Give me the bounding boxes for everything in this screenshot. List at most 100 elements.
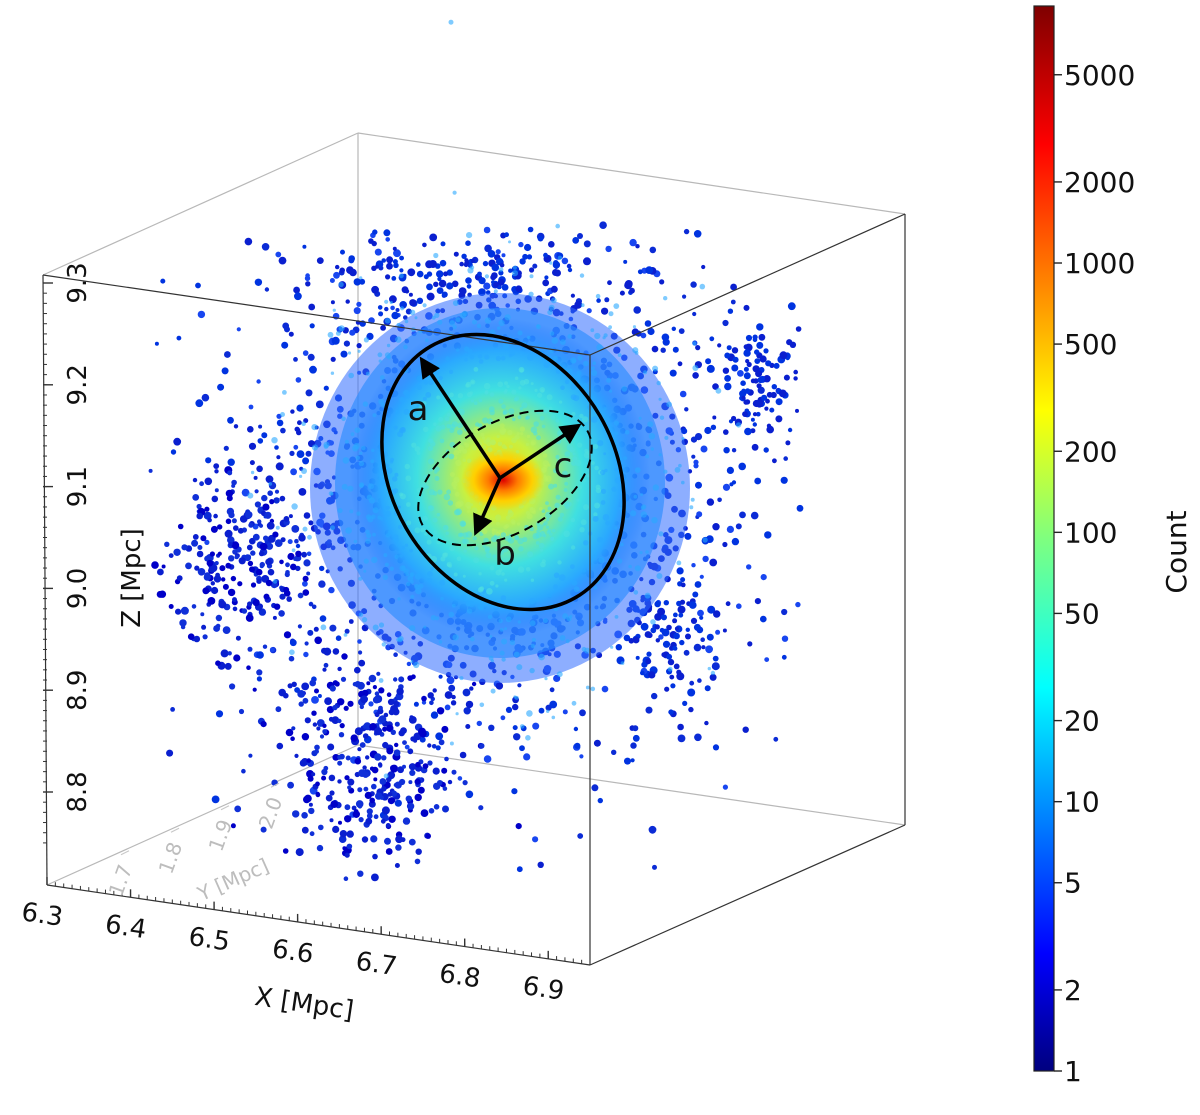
particle-point: [438, 279, 447, 288]
particle-point: [348, 619, 354, 624]
particle-point: [644, 320, 652, 327]
particle-point: [185, 562, 192, 570]
particle-point: [335, 264, 340, 270]
particle-point: [543, 361, 550, 368]
particle-point: [395, 308, 400, 312]
particle-point: [559, 635, 566, 641]
particle-point: [193, 635, 201, 643]
particle-point: [338, 732, 345, 738]
particle-point: [414, 446, 421, 452]
particle-point: [516, 664, 523, 671]
particle-point: [338, 820, 342, 825]
particle-point: [472, 536, 477, 541]
particle-point: [564, 379, 570, 385]
particle-point: [489, 392, 495, 397]
particle-point: [629, 238, 637, 247]
particle-point: [495, 355, 501, 362]
particle-point: [518, 546, 524, 552]
particle-point: [385, 237, 391, 242]
particle-point: [232, 606, 238, 612]
particle-point: [315, 400, 324, 409]
particle-point: [570, 545, 576, 550]
particle-point: [288, 514, 293, 519]
particle-point: [600, 488, 607, 494]
particle-point: [590, 366, 595, 371]
particle-point: [699, 615, 704, 620]
particle-point: [577, 355, 583, 361]
particle-point: [245, 511, 253, 519]
particle-point: [400, 427, 406, 432]
particle-point: [399, 255, 404, 261]
particle-point: [519, 379, 526, 386]
z-axis-ticks: 8.88.99.09.19.29.3: [43, 262, 93, 813]
particle-point: [752, 422, 757, 427]
particle-point: [282, 848, 289, 854]
particle-point: [495, 514, 502, 521]
particle-point: [372, 532, 376, 537]
particle-point: [227, 470, 233, 476]
particle-point: [200, 612, 205, 617]
particle-point: [291, 525, 300, 533]
particle-point: [504, 578, 508, 582]
particle-point: [347, 785, 352, 790]
particle-point: [245, 614, 254, 622]
particle-point: [574, 742, 581, 749]
particle-point: [545, 475, 552, 482]
particle-point: [384, 837, 391, 845]
particle-point: [222, 626, 231, 634]
particle-point: [536, 457, 541, 462]
particle-point: [452, 324, 457, 330]
particle-point: [573, 586, 580, 593]
y-axis-label: Y [Mpc]: [193, 853, 272, 906]
particle-point: [232, 597, 237, 603]
particle-point: [432, 688, 437, 693]
particle-point: [392, 246, 397, 251]
particle-point: [666, 401, 672, 408]
particle-point: [383, 229, 391, 237]
particle-point: [662, 640, 671, 648]
particle-point: [241, 768, 246, 774]
particle-point: [458, 408, 465, 416]
particle-point: [305, 273, 310, 278]
particle-point: [321, 768, 328, 776]
particle-point: [605, 520, 610, 526]
particle-point: [378, 622, 385, 628]
particle-point: [491, 263, 500, 272]
particle-point: [431, 744, 437, 749]
particle-point: [379, 375, 385, 380]
particle-point: [195, 282, 201, 289]
particle-point: [208, 565, 216, 573]
particle-point: [756, 341, 764, 349]
particle-point: [326, 706, 334, 714]
ellipse-outline: [380, 332, 626, 612]
particle-point: [459, 676, 464, 681]
particle-point: [156, 590, 164, 598]
z-tick-label: 8.9: [63, 670, 93, 711]
particle-point: [194, 565, 200, 571]
particle-point: [679, 390, 687, 398]
particle-point: [234, 554, 239, 560]
particle-point: [201, 624, 207, 630]
particle-point: [602, 514, 610, 521]
particle-point: [338, 281, 344, 288]
particle-point: [254, 489, 259, 494]
particle-point: [207, 597, 216, 605]
particle-point: [764, 657, 770, 662]
particle-point: [756, 411, 761, 417]
particle-point: [429, 233, 438, 242]
particle-point: [435, 745, 441, 751]
particle-point: [772, 458, 777, 464]
particle-point: [385, 848, 393, 855]
particle-point: [566, 444, 574, 451]
particle-point: [591, 369, 598, 377]
particle-point: [795, 326, 802, 332]
particle-point: [227, 416, 234, 424]
particle-point: [373, 814, 379, 820]
particle-point: [258, 424, 263, 429]
particle-point: [597, 536, 603, 543]
particle-point: [514, 434, 520, 440]
particle-point: [457, 393, 464, 399]
particle-point: [496, 434, 500, 439]
particle-point: [449, 392, 454, 398]
particle-point: [465, 531, 473, 538]
